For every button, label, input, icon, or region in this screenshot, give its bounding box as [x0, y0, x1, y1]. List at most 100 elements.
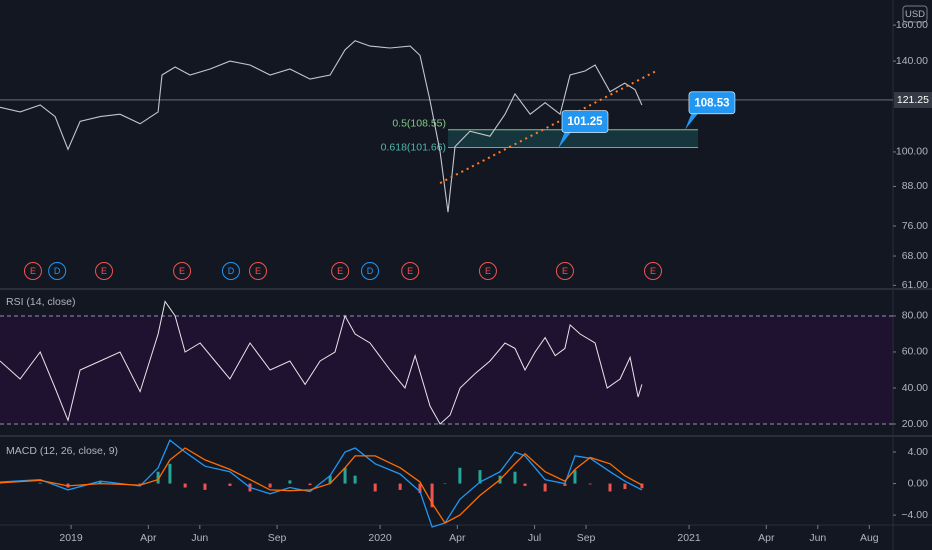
- event-marker: [555, 262, 574, 280]
- event-label: E: [407, 266, 413, 276]
- currency: USD: [905, 9, 925, 20]
- x-tick-label: Sep: [577, 532, 596, 544]
- event-marker: [95, 262, 114, 280]
- event-label: E: [337, 266, 343, 276]
- macd-histogram-bar: [156, 471, 160, 484]
- x-tick-label: Jul: [528, 532, 541, 544]
- macd-histogram-bar: [98, 481, 102, 484]
- event-marker: [48, 262, 67, 280]
- macd-histogram-bar: [373, 483, 377, 492]
- callout-pointer: [557, 128, 574, 149]
- y-tick-label: 68.00: [902, 250, 928, 262]
- event-label: D: [367, 266, 374, 276]
- event-marker: [478, 262, 497, 280]
- event-marker: [249, 262, 268, 280]
- macd-histogram-bar: [543, 483, 547, 492]
- x-tick-label: Jun: [191, 532, 208, 544]
- macd-histogram-bar: [458, 467, 462, 484]
- macd-histogram-bar: [513, 471, 517, 484]
- macd-histogram-bar: [328, 475, 332, 484]
- callout-label: 101.25: [567, 116, 603, 128]
- y-tick-label: 20.00: [902, 418, 928, 430]
- price-line-series: [0, 40, 643, 213]
- macd-histogram-bar: [430, 483, 434, 508]
- fib-label: 0.618(101.66): [381, 141, 446, 153]
- macd-histogram-bar: [38, 482, 42, 484]
- fib-zone: [448, 129, 699, 148]
- event-label: E: [30, 266, 36, 276]
- y-tick-label: 160.00: [896, 19, 928, 31]
- event-marker: [401, 262, 420, 280]
- event-label: E: [562, 266, 568, 276]
- event-label: E: [179, 266, 185, 276]
- macd-histogram-bar: [168, 463, 172, 484]
- y-tick-label: 60.00: [902, 346, 928, 358]
- macd-histogram-bar: [228, 483, 232, 486]
- trendline: [439, 69, 659, 184]
- y-tick-label: −4.00: [901, 509, 928, 521]
- macd-histogram-bar: [640, 483, 644, 489]
- y-tick-label: 40.00: [902, 382, 928, 394]
- fib-label: 0.5(108.55): [392, 118, 446, 130]
- macd-histogram-bar: [418, 483, 422, 494]
- x-tick-label: Sep: [268, 532, 287, 544]
- y-tick-label: 61.00: [902, 279, 928, 291]
- y-tick-label: 88.00: [902, 180, 928, 192]
- macd-histogram-bar: [588, 483, 592, 485]
- event-marker: [221, 262, 240, 280]
- macd-histogram-bar: [623, 483, 627, 490]
- event-marker: [644, 262, 663, 280]
- y-tick-label: 80.00: [902, 310, 928, 322]
- macd-histogram-bar: [268, 483, 272, 488]
- callout-box: [688, 91, 736, 115]
- macd-histogram-bar: [343, 467, 347, 484]
- event-label: E: [485, 266, 491, 276]
- macd-histogram-bar: [608, 483, 612, 492]
- y-tick-label: 4.00: [908, 446, 929, 458]
- macd-histogram-bar: [443, 483, 447, 485]
- event-marker: [23, 262, 42, 280]
- macd-histogram-bar: [308, 483, 312, 486]
- y-tick-label: 140.00: [896, 55, 928, 67]
- event-marker: [331, 262, 350, 280]
- x-tick-label: Apr: [140, 532, 157, 544]
- x-tick-label: Apr: [758, 532, 775, 544]
- event-label: E: [650, 266, 656, 276]
- x-tick-label: 2021: [677, 532, 701, 544]
- macd-histogram-bar: [398, 483, 402, 490]
- currency-badge[interactable]: [902, 5, 928, 23]
- x-tick-label: 2019: [59, 532, 83, 544]
- rsi-band-fill: [0, 316, 893, 424]
- macd-histogram-bar: [563, 483, 567, 486]
- macd-histogram-bar: [353, 475, 357, 484]
- callout-box: [561, 110, 609, 133]
- macd-series: [0, 447, 643, 524]
- y-tick-label: 76.00: [902, 220, 928, 232]
- event-marker: [173, 262, 192, 280]
- rsi-line: [0, 300, 643, 425]
- x-tick-label: Apr: [449, 532, 466, 544]
- macd-title: MACD (12, 26, close, 9): [6, 445, 118, 457]
- event-marker: [361, 262, 380, 280]
- callout-pointer: [684, 109, 701, 130]
- macd-histogram-bar: [523, 483, 527, 486]
- macd-histogram-bar: [203, 483, 207, 490]
- price-label-box: [894, 91, 932, 108]
- event-label: D: [228, 266, 235, 276]
- rsi-title: RSI (14, close): [6, 296, 75, 308]
- macd-histogram-bar: [478, 470, 482, 484]
- event-label: D: [54, 266, 61, 276]
- event-label: E: [101, 266, 107, 276]
- y-tick-label: 0.00: [908, 477, 929, 489]
- macd-histogram-bar: [183, 483, 187, 488]
- macd-histogram-bar: [138, 483, 142, 485]
- price-label: 121.25: [897, 94, 929, 106]
- x-tick-label: Jun: [809, 532, 826, 544]
- event-label: E: [255, 266, 261, 276]
- macd-histogram-bar: [288, 480, 292, 484]
- x-tick-label: 2020: [368, 532, 392, 544]
- x-tick-label: Aug: [860, 532, 879, 544]
